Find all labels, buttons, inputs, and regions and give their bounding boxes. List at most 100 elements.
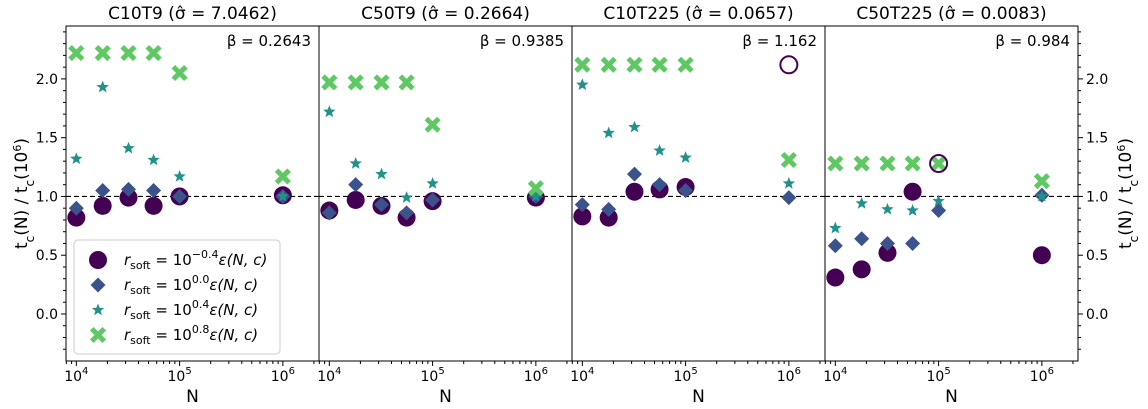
beta-annotation: β = 0.9385 — [480, 32, 564, 50]
x-marker — [780, 151, 797, 169]
x-marker — [171, 64, 188, 82]
star-marker — [173, 169, 186, 182]
circle-marker — [67, 208, 86, 227]
y-axis-label-left: tc(N) / tc(106) — [11, 138, 38, 249]
diamond-marker — [146, 183, 162, 199]
diamond-marker — [601, 201, 617, 217]
y-axis-label-right: tc(N) / tc(106) — [1115, 138, 1142, 249]
star-marker — [628, 120, 641, 133]
x-axis-label: N — [186, 387, 199, 407]
hollow-circle-marker — [779, 55, 799, 75]
star-marker — [70, 152, 83, 165]
x-marker — [930, 155, 947, 172]
x-marker — [94, 44, 111, 62]
x-marker — [651, 56, 668, 73]
panel-title: C50T9 (σ̂ = 0.2664) — [361, 4, 530, 24]
circle-marker — [1032, 246, 1051, 265]
x-axis-label: N — [945, 387, 958, 407]
diamond-marker — [827, 238, 843, 254]
y-tick-label-left: 0.0 — [36, 307, 58, 323]
y-tick-label-left: 0.5 — [36, 248, 58, 264]
beta-annotation: β = 0.984 — [995, 32, 1070, 50]
panel-2: C50T9 (σ̂ = 0.2664) β = 0.9385 104 105 106 N — [317, 4, 573, 407]
x-marker — [120, 44, 137, 62]
circle-marker — [144, 196, 163, 215]
panel-title: C50T225 (σ̂ = 0.0083) — [856, 4, 1046, 24]
panel-4: C50T225 (σ̂ = 0.0083) β = 0.984 104 105 106 N — [823, 4, 1079, 407]
star-marker — [653, 144, 666, 156]
legend-box — [73, 239, 281, 355]
x-tick-label: 105 — [926, 366, 950, 385]
diamond-marker — [95, 183, 111, 199]
y-tick-label-left: 2.0 — [36, 72, 58, 88]
diamond-marker — [652, 177, 668, 193]
panel-title: C10T225 (σ̂ = 0.0657) — [603, 4, 793, 24]
star-marker — [602, 126, 615, 139]
diamond-marker — [781, 190, 797, 206]
diamond-marker — [854, 231, 870, 247]
star-marker — [679, 151, 692, 163]
x-tick-label: 106 — [271, 366, 295, 385]
beta-annotation: β = 0.2643 — [227, 32, 311, 50]
x-marker — [853, 155, 870, 172]
circle-marker — [852, 260, 871, 279]
x-tick-label: 105 — [167, 366, 191, 385]
x-marker — [68, 44, 85, 62]
x-tick-label: 104 — [317, 366, 341, 385]
diamond-marker — [931, 203, 947, 219]
x-marker — [373, 74, 390, 91]
star-marker — [932, 194, 945, 207]
star-marker — [881, 202, 894, 215]
star-marker — [906, 204, 919, 216]
legend: rsoft = 10−0.4ε(N, c)rsoft = 100.0ε(N, c… — [73, 239, 281, 355]
x-marker — [398, 74, 415, 91]
y-tick-label-right: 1.5 — [1086, 131, 1108, 147]
star-marker — [855, 196, 868, 209]
x-marker — [89, 326, 107, 344]
circle-marker — [89, 251, 107, 269]
diamond-marker — [348, 177, 364, 193]
panel-title: C10T9 (σ̂ = 7.0462) — [108, 4, 277, 24]
x-marker — [274, 168, 291, 185]
x-tick-label: 106 — [524, 366, 548, 385]
y-tick-label-right: 2.0 — [1086, 72, 1108, 88]
star-marker — [829, 221, 842, 234]
legend-entry-label: rsoft = 100.0ε(N, c) — [124, 273, 258, 297]
x-marker — [145, 44, 162, 62]
star-marker — [426, 177, 439, 189]
diamond-marker — [879, 235, 895, 251]
x-marker — [879, 155, 896, 172]
star-marker — [349, 157, 362, 169]
x-tick-label: 106 — [1030, 366, 1054, 385]
x-marker — [347, 74, 364, 91]
x-tick-label: 106 — [777, 366, 801, 385]
diamond-marker — [90, 277, 106, 293]
y-tick-label-right: 0.0 — [1086, 307, 1108, 323]
legend-entry-label: rsoft = 100.4ε(N, c) — [124, 298, 258, 322]
x-marker — [827, 155, 844, 172]
diamond-marker — [172, 188, 188, 204]
diamond-marker — [678, 183, 694, 199]
circle-marker — [599, 208, 618, 227]
star-marker — [276, 189, 290, 202]
x-marker — [626, 56, 643, 73]
legend-entry-label: rsoft = 100.8ε(N, c) — [124, 323, 258, 347]
hollow-circle-marker — [929, 154, 949, 174]
diamond-marker — [373, 197, 389, 213]
x-marker — [424, 116, 441, 133]
x-marker — [574, 56, 591, 73]
star-marker — [576, 78, 589, 91]
y-tick-label-left: 1.0 — [36, 189, 58, 205]
panel-1: C10T9 (σ̂ = 7.0462) β = 0.2643 104 105 106 N — [64, 4, 320, 407]
star-marker — [1035, 189, 1049, 202]
x-axis-label: N — [692, 387, 705, 407]
circle-marker — [826, 268, 845, 287]
x-axis-label: N — [439, 387, 452, 407]
star-marker — [323, 105, 336, 118]
circle-marker — [119, 188, 138, 207]
star-marker — [122, 141, 135, 154]
x-marker — [904, 155, 921, 172]
panel-3: C10T225 (σ̂ = 0.0657) β = 1.162 104 105 106 N — [570, 4, 826, 407]
diamond-marker — [321, 205, 337, 221]
